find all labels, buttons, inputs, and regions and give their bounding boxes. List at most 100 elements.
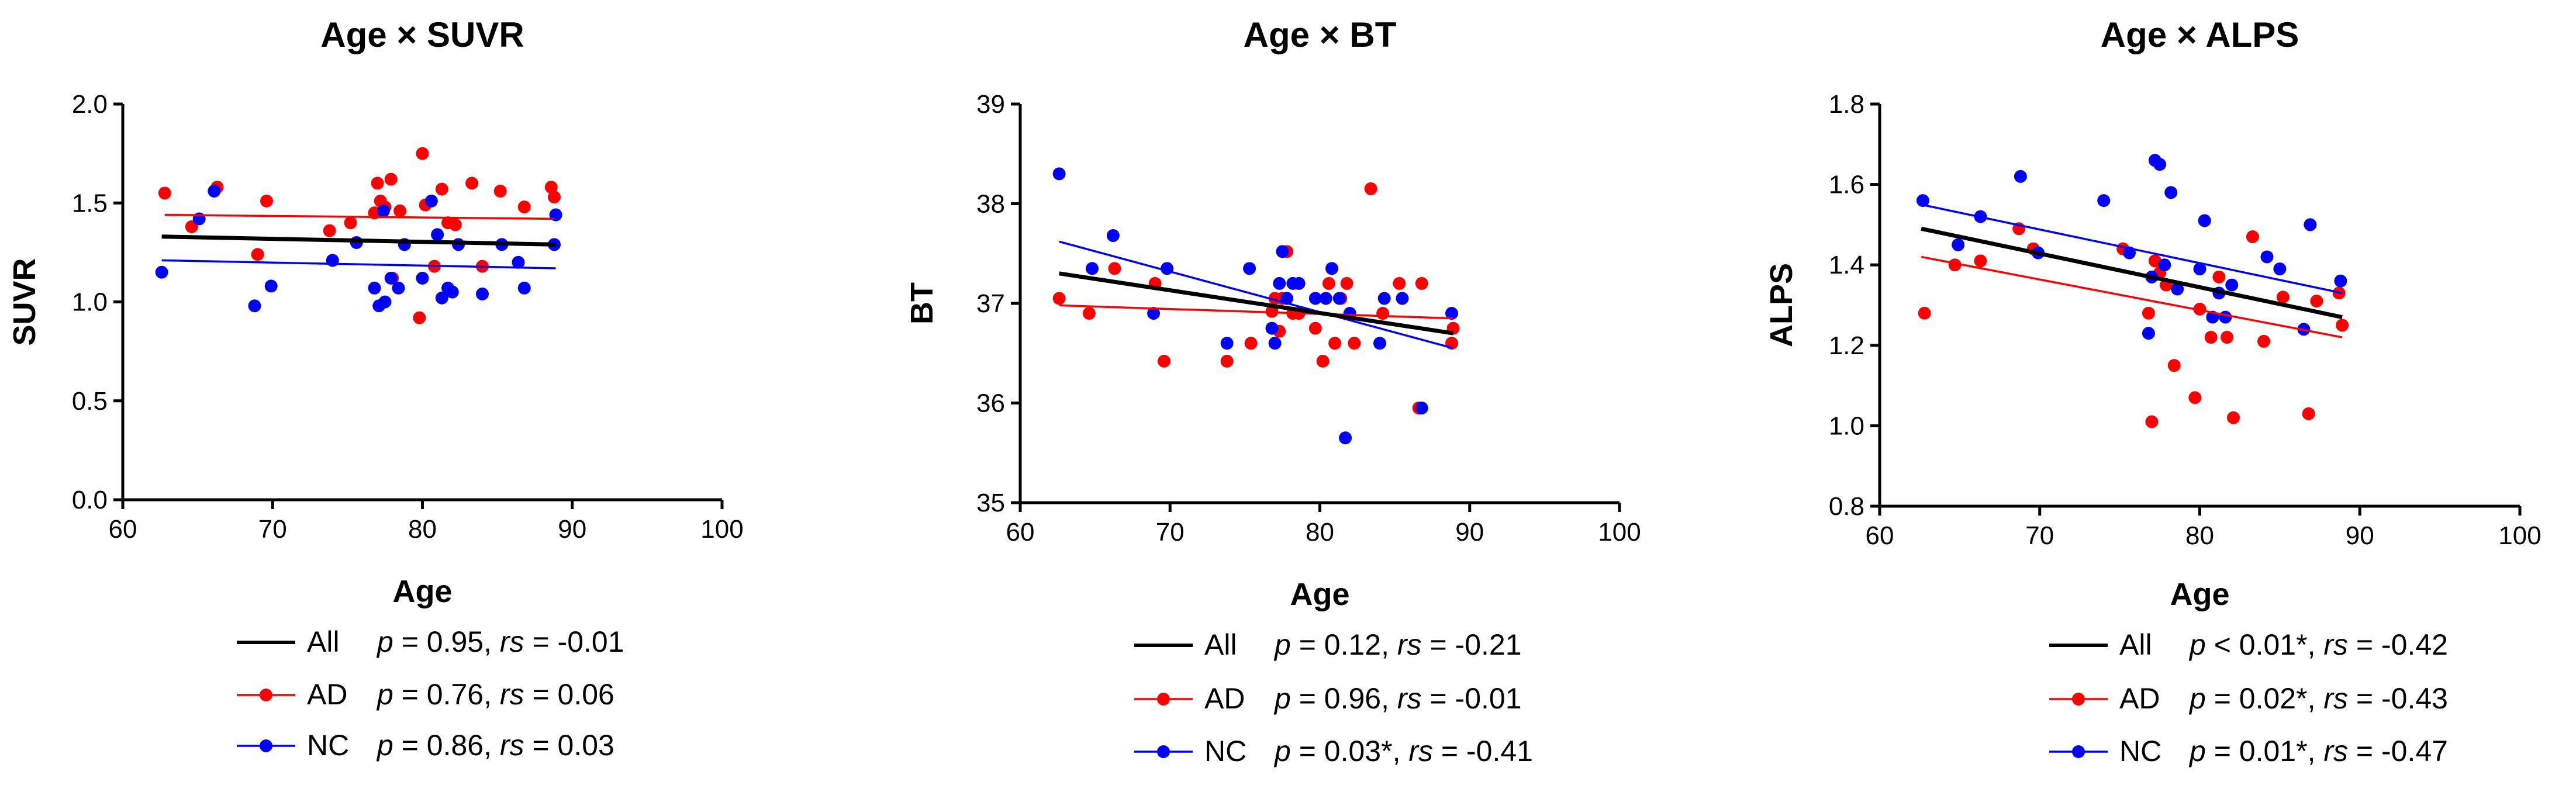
data-point-nc [2142,327,2155,340]
x-tick-label: 100 [2498,521,2541,550]
legend-label: AD [2119,682,2160,715]
data-point-ad [251,248,264,261]
data-point-ad [1052,292,1066,305]
data-point-nc [248,299,261,313]
chart-title: Age × ALPS [2101,15,2299,54]
series-ad [1918,214,2349,428]
data-point-ad [2246,230,2259,244]
data-point-ad [1328,337,1342,350]
y-tick-label: 2.0 [72,90,108,119]
fit-line-nc [161,259,556,269]
data-point-nc [2273,262,2287,276]
data-point-nc [2153,158,2167,171]
legend-stats: p = 0.03*, rs = -0.41 [1273,735,1533,767]
legend-item-nc: NC p = 0.03*, rs = -0.41 [1134,735,1533,767]
data-point-nc [512,255,525,269]
legend-label: NC [1204,735,1246,767]
data-point-nc [1373,337,1386,350]
fit-line-ad [1921,255,2343,338]
data-point-ad [260,194,273,208]
data-point-ad [448,218,462,231]
legend-label: All [2119,628,2152,661]
data-point-ad [1082,307,1096,320]
legend-marker [260,689,272,701]
data-point-ad [1376,307,1390,320]
legend-stats: p = 0.96, rs = -0.01 [1273,682,1522,715]
data-point-ad [1364,182,1377,195]
data-point-nc [378,295,392,309]
data-point-nc [368,281,381,295]
x-tick-label: 70 [258,515,287,544]
y-tick-label: 1.5 [72,189,108,217]
data-point-nc [1268,337,1282,350]
legend-label: AD [1204,682,1245,715]
data-point-nc [2171,282,2184,296]
fit-line-all [1059,271,1454,336]
data-point-ad [1220,354,1234,368]
data-point-nc [1952,238,1965,251]
x-tick-label: 70 [1156,518,1185,547]
y-tick-label: 1.8 [1829,90,1864,119]
data-point-ad [1316,354,1330,368]
fit-line-all [1921,226,2343,320]
y-tick-label: 39 [976,90,1005,119]
fit-line-ad [1059,304,1453,320]
data-point-ad [2310,295,2323,308]
data-point-ad [1393,276,1406,290]
x-tick-label: 100 [700,515,743,544]
x-tick-label: 100 [1598,518,1641,547]
data-point-nc [392,281,405,295]
legend-item-all: All p < 0.01*, rs = -0.42 [2049,628,2448,661]
x-tick-label: 70 [2025,521,2054,550]
data-point-nc [446,285,459,299]
data-point-ad [548,191,561,204]
data-point-nc [2014,170,2027,183]
data-point-nc [1377,292,1391,305]
y-axis-title: SUVR [7,258,42,345]
data-point-nc [1325,262,1338,275]
data-point-nc [2260,250,2274,264]
legend-stats: p = 0.12, rs = -0.21 [1273,628,1522,661]
legend-marker [1157,693,1170,706]
data-point-ad [1308,321,1322,335]
data-point-nc [2193,262,2206,276]
data-point-nc [2225,278,2239,292]
data-point-nc [2334,274,2347,288]
x-tick-label: 80 [2185,521,2214,550]
series-ad [158,147,561,324]
data-point-nc [1265,321,1279,335]
series-nc [155,184,562,313]
x-tick-label: 90 [2346,521,2374,550]
data-point-ad [393,204,407,217]
legend-marker [1157,745,1170,758]
data-point-ad [384,172,398,186]
x-tick-label: 60 [1866,521,1894,550]
legend-item-ad: AD p = 0.76, rs = 0.06 [237,678,614,711]
data-point-nc [1916,194,1929,208]
data-point-ad [1158,354,1170,368]
x-axis-title: Age [392,574,452,609]
data-point-nc [377,204,390,217]
y-tick-label: 35 [976,489,1005,517]
series-nc [1052,167,1458,445]
data-point-ad [2148,254,2161,268]
y-tick-label: 1.0 [72,288,108,317]
legend-stats: p = 0.02*, rs = -0.43 [2188,682,2448,715]
data-point-ad [2226,411,2240,424]
legend-label: NC [2119,735,2161,767]
legend-marker [2072,693,2085,706]
data-point-ad [465,177,479,190]
data-point-nc [1445,307,1458,320]
data-point-nc [435,291,448,305]
y-axis-title: BT [904,282,940,324]
x-axis-title: Age [2170,577,2229,612]
data-point-nc [155,265,168,279]
data-point-nc [1396,292,1409,305]
legend-label: All [1204,628,1237,661]
data-point-ad [1348,337,1361,350]
data-point-ad [2145,415,2159,428]
data-point-ad [2302,407,2315,420]
data-point-nc [2219,310,2232,324]
data-point-nc [1243,262,1256,275]
data-point-nc [1276,245,1289,258]
